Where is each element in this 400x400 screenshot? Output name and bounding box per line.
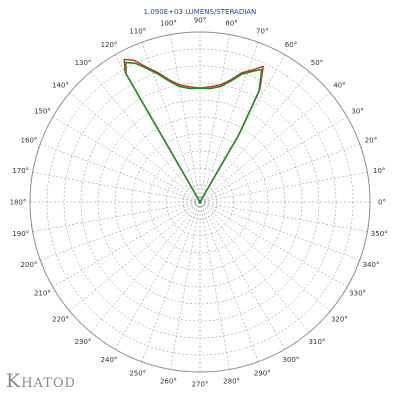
grid-spoke [32,201,201,232]
grid-ring [148,150,252,254]
angle-tick-label: 350° [371,230,388,238]
grid-spoke [199,34,230,203]
grid-spoke [52,201,201,288]
grid-spoke [32,172,201,203]
angle-tick-label: 280° [223,378,240,386]
angle-tick-label: 50° [311,59,323,67]
grid-spoke [199,143,360,203]
grid-spoke [199,201,348,288]
chart-title: 1.090E+03 LUMENS/STERADIAN [144,8,257,16]
angle-tick-label: 160° [21,136,38,144]
grid-spoke [199,42,259,203]
grid-spoke [170,201,201,370]
angle-tick-label: 340° [363,261,380,269]
grid-spoke [199,201,368,232]
grid-spoke [199,116,348,203]
angle-tick-label: 240° [101,356,118,364]
angle-tick-label: 120° [101,41,118,49]
grid-spoke [69,201,201,312]
angle-tick-label: 220° [52,315,69,323]
angle-tick-labels: 0° 10° 20° 30° 40° 50° 60° 70° 80° 90° 100° 110° 120… [10,17,388,389]
angle-tick-label: 330° [349,290,366,298]
angle-tick-label: 90° [194,17,206,25]
series-layer [123,58,264,203]
angle-tick-label: 260° [160,378,177,386]
angle-tick-label: 290° [254,370,271,378]
angle-tick-label: 40° [333,82,345,90]
grid-spoke [40,143,201,203]
angle-tick-label: 250° [129,370,146,378]
grid-spoke [90,71,201,203]
grid-spoke [114,201,201,350]
angle-tick-label: 200° [21,261,38,269]
angle-tick-label: 60° [285,41,297,49]
angle-tick-label: 140° [52,82,69,90]
angle-tick-label: 0° [378,199,386,207]
angle-tick-label: 150° [34,108,51,116]
angle-tick-label: 230° [75,338,92,346]
grid-spoke [69,92,201,203]
khatod-logo: Khatod [6,370,76,392]
grid-spoke [199,201,360,261]
angle-tick-label: 210° [34,290,51,298]
series-green-line [124,61,263,203]
angle-tick-label: 70° [256,27,268,35]
series-red-line [123,58,264,203]
grid-spoke [141,42,201,203]
angle-tick-label: 10° [373,167,385,175]
grid-spoke [199,172,368,203]
grid-spoke [170,34,201,203]
grid-spoke [199,201,331,312]
angle-tick-label: 170° [12,167,29,175]
grid-ring [80,82,320,322]
angle-tick-label: 190° [12,230,29,238]
grid-spoke [141,201,201,362]
grid-spoke [199,201,230,370]
angle-tick-label: 130° [75,59,92,67]
grid-spoke [199,201,286,350]
angle-tick-label: 110° [129,27,146,35]
angle-tick-label: 100° [160,19,177,27]
angle-tick-label: 270° [192,381,209,389]
grid-spoke [52,116,201,203]
grid-spoke [199,201,310,333]
polar-grid [29,31,371,373]
grid-spoke [40,201,201,261]
grid-spoke [90,201,201,333]
angle-tick-label: 20° [365,136,377,144]
angle-tick-label: 80° [225,19,237,27]
angle-tick-label: 180° [10,199,27,207]
angle-tick-label: 310° [309,338,326,346]
angle-tick-label: 30° [351,108,363,116]
grid-spoke [199,71,310,203]
angle-tick-label: 300° [283,356,300,364]
grid-spoke [199,92,331,203]
angle-tick-label: 320° [331,315,348,323]
grid-spoke [199,201,259,362]
